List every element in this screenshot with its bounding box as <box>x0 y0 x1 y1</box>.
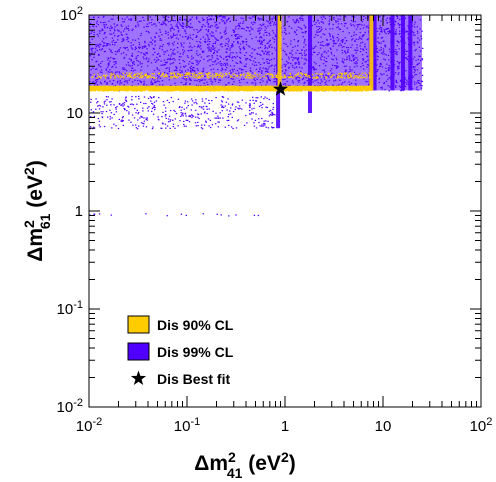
y-tick-label: 10-2 <box>57 397 83 416</box>
band-0-3 <box>372 15 377 91</box>
x-tick-label: 10-1 <box>174 416 200 435</box>
legend-swatch <box>127 342 150 361</box>
y-tick-label: 102 <box>60 5 83 24</box>
band-0-6 <box>408 15 413 91</box>
region-speckle-1-0 <box>89 85 372 92</box>
y-tick-label: 10-1 <box>57 299 83 318</box>
y-tick-label: 1 <box>75 203 83 220</box>
best-fit-point <box>272 81 289 96</box>
x-tick-label: 10 <box>375 418 392 435</box>
band-0-1 <box>308 15 313 113</box>
legend-entry: Dis Best fit <box>130 370 230 387</box>
y-axis-title: Δm261 (eV2) <box>21 160 53 261</box>
legend-label: Dis 99% CL <box>157 344 234 360</box>
band-0-4 <box>390 15 395 91</box>
band-1-1 <box>369 15 374 91</box>
y-tick-labels: 10-2 10-1 1 10 102 <box>57 5 83 416</box>
axis-ticks <box>88 15 481 408</box>
legend-entry: Dis 99% CL <box>127 342 234 361</box>
legend-star-icon <box>130 370 147 385</box>
band-1-0 <box>277 15 282 91</box>
x-tick-label: 10-2 <box>76 416 102 435</box>
region-speckle-1-1 <box>91 72 372 79</box>
legend-swatch <box>127 315 150 334</box>
x-tick-label: 102 <box>470 416 493 435</box>
band-0-5 <box>401 15 406 91</box>
legend-label: Dis 90% CL <box>157 317 234 333</box>
legend-entry: Dis 90% CL <box>127 315 234 334</box>
x-axis-title: Δm2 41 (eV2) <box>194 449 295 481</box>
y-tick-label: 10 <box>66 105 83 122</box>
x-tick-labels: 10-2 10-1 1 10 102 <box>76 416 493 435</box>
x-tick-label: 1 <box>281 418 289 435</box>
legend-label: Dis Best fit <box>157 371 230 387</box>
legend: Dis 90% CL Dis 99% CL Dis Best fit <box>127 315 234 387</box>
allowed-regions <box>89 15 424 217</box>
series-dis-90-cl <box>89 15 374 92</box>
